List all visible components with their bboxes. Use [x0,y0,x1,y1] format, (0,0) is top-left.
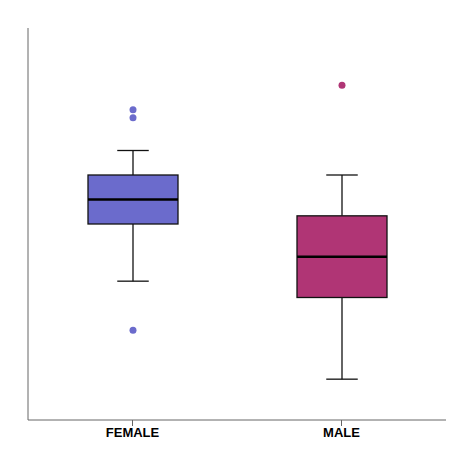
svg-text:MALE: MALE [323,425,360,440]
svg-text:FEMALE: FEMALE [106,425,160,440]
